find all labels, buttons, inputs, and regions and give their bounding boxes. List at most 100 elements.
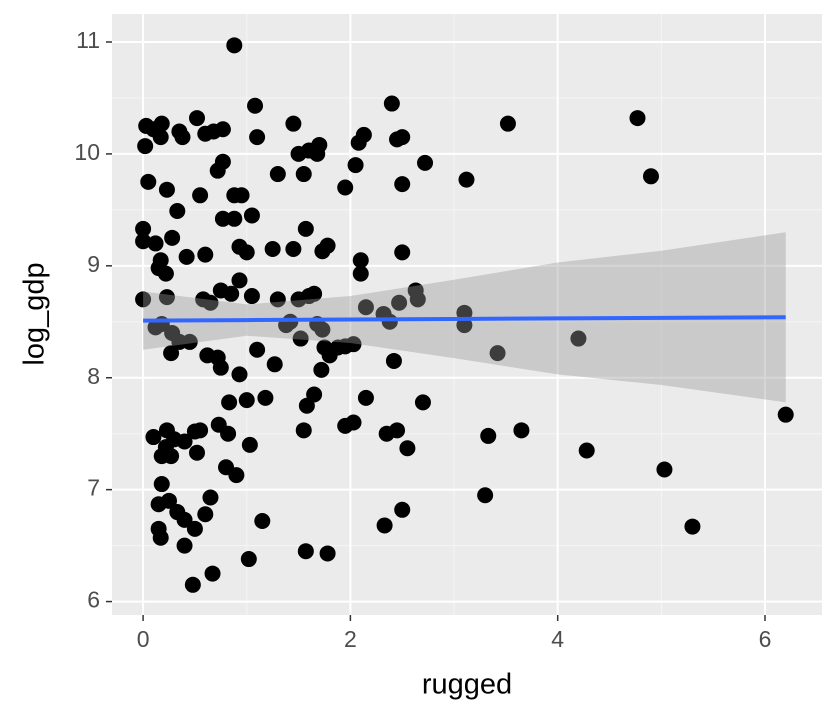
point	[197, 506, 214, 523]
point	[158, 289, 175, 306]
point	[197, 246, 214, 263]
point	[153, 115, 170, 132]
point	[223, 285, 240, 302]
point	[231, 366, 248, 383]
point	[399, 440, 416, 457]
point	[394, 501, 411, 518]
point	[409, 291, 426, 308]
point	[394, 244, 411, 261]
point	[357, 299, 374, 316]
point	[181, 333, 198, 350]
point	[629, 110, 646, 127]
point	[337, 179, 354, 196]
point	[176, 433, 193, 450]
point	[385, 352, 402, 369]
point	[684, 518, 701, 535]
point	[192, 187, 209, 204]
point	[240, 551, 257, 568]
x-tick-label: 2	[344, 626, 357, 652]
point	[163, 448, 180, 465]
point	[135, 220, 152, 237]
point	[642, 168, 659, 185]
point	[226, 210, 243, 227]
point	[777, 406, 794, 423]
point	[376, 517, 393, 534]
point	[570, 330, 587, 347]
point	[257, 389, 274, 406]
point	[269, 291, 286, 308]
point	[220, 425, 237, 442]
point	[243, 207, 260, 224]
point	[140, 173, 157, 190]
x-tick-label: 6	[759, 626, 772, 652]
point	[285, 115, 302, 132]
point	[152, 529, 169, 546]
point	[188, 110, 205, 127]
point	[297, 220, 314, 237]
point	[228, 467, 245, 484]
point	[417, 154, 434, 171]
point	[499, 115, 516, 132]
point	[489, 345, 506, 362]
point	[231, 272, 248, 289]
point	[184, 576, 201, 593]
point	[298, 397, 315, 414]
point	[249, 341, 266, 358]
point	[176, 511, 193, 528]
point	[389, 422, 406, 439]
point	[295, 166, 312, 183]
x-tick-label: 0	[137, 626, 150, 652]
point	[153, 476, 170, 493]
point	[458, 171, 475, 188]
y-tick-label: 10	[74, 139, 100, 165]
point	[178, 248, 195, 265]
point	[226, 37, 243, 54]
point	[306, 285, 323, 302]
point	[209, 162, 226, 179]
point	[174, 129, 191, 146]
point	[241, 436, 258, 453]
point	[254, 512, 271, 529]
point	[192, 422, 209, 439]
point	[164, 229, 181, 246]
point	[202, 294, 219, 311]
point	[578, 442, 595, 459]
y-tick-label: 8	[87, 363, 100, 389]
point	[269, 166, 286, 183]
point	[169, 202, 186, 219]
point	[513, 422, 530, 439]
y-axis-title: log_gdp	[19, 262, 51, 365]
point	[233, 187, 250, 204]
point	[163, 345, 180, 362]
point	[264, 241, 281, 258]
point	[456, 317, 473, 334]
point	[414, 394, 431, 411]
point	[319, 237, 336, 254]
point	[204, 565, 221, 582]
point	[176, 537, 193, 554]
point	[480, 427, 497, 444]
point	[188, 444, 205, 461]
point	[292, 330, 309, 347]
point	[135, 291, 152, 308]
point	[355, 126, 372, 143]
point	[186, 520, 203, 537]
point	[221, 394, 238, 411]
point	[391, 294, 408, 311]
point	[214, 210, 231, 227]
point	[238, 392, 255, 409]
point	[285, 241, 302, 258]
point	[135, 233, 152, 250]
point	[314, 321, 331, 338]
point	[352, 265, 369, 282]
point	[158, 181, 175, 198]
point	[656, 461, 673, 478]
point	[345, 336, 362, 353]
point	[311, 136, 328, 153]
smooth-line	[143, 315, 786, 323]
point	[243, 288, 260, 305]
point	[202, 489, 219, 506]
y-tick-label: 11	[76, 27, 100, 53]
point	[383, 95, 400, 112]
